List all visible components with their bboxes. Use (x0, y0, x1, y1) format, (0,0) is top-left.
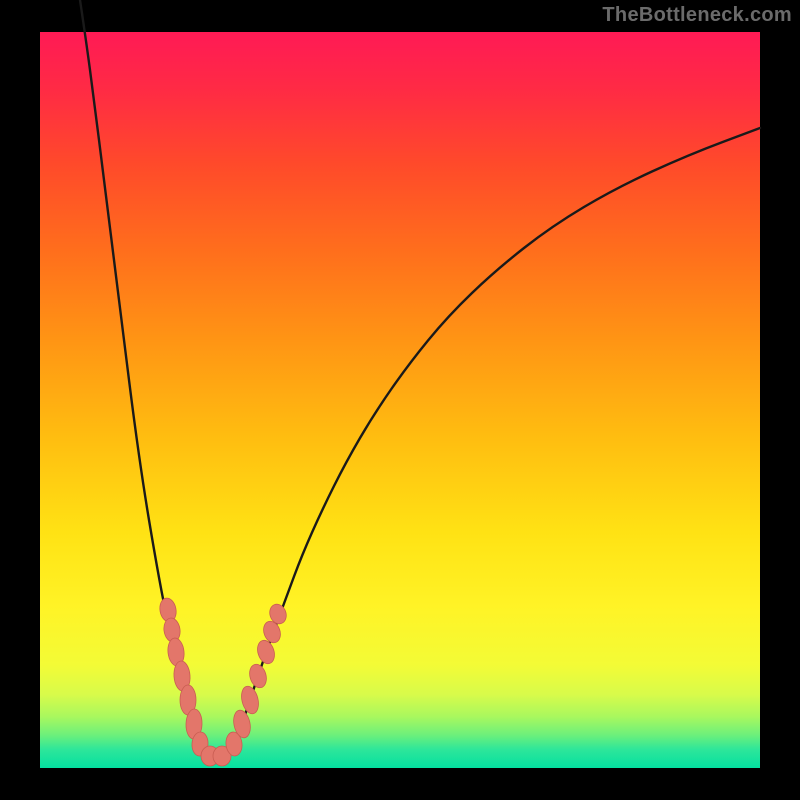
chart-svg (0, 0, 800, 800)
plot-area-gradient (40, 32, 760, 768)
chart-container: TheBottleneck.com (0, 0, 800, 800)
